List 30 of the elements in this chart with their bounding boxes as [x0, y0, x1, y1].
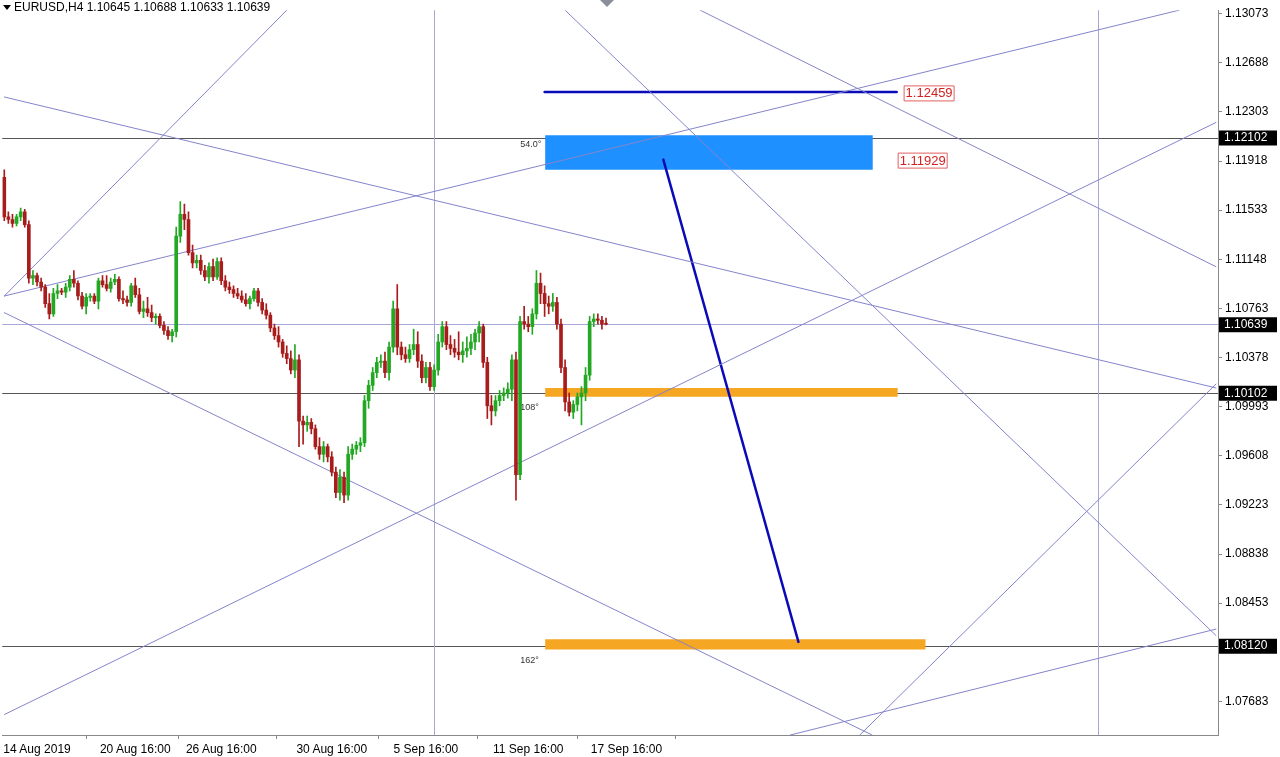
band-label: 162°: [520, 654, 540, 665]
y-tick-label: 1.11918: [1225, 153, 1268, 168]
ref-line-label: 1.08120: [1224, 638, 1268, 653]
annotation: 1.11929: [899, 152, 946, 168]
x-tick-label: 14 Aug 2019: [3, 741, 72, 756]
y-tick-label: 1.11533: [1225, 202, 1268, 217]
y-tick-label: 1.10378: [1225, 349, 1269, 364]
x-tick-label: 5 Sep 16:00: [393, 741, 459, 756]
y-tick-label: 1.07683: [1225, 693, 1269, 708]
y-tick-label: 1.10763: [1225, 300, 1269, 315]
y-tick-label: 1.12688: [1225, 55, 1269, 70]
y-tick-label: 1.09993: [1225, 398, 1269, 413]
x-tick-label: 26 Aug 16:00: [185, 741, 257, 756]
x-tick-label: 11 Sep 16:00: [492, 741, 564, 756]
y-tick-label: 1.09223: [1225, 497, 1269, 512]
y-tick-label: 1.12303: [1225, 104, 1269, 119]
ref-line-label: 1.10102: [1224, 385, 1268, 400]
y-tick-label: 1.08453: [1225, 595, 1269, 610]
ref-line-label: 1.12102: [1224, 130, 1268, 145]
y-tick-label: 1.08838: [1225, 546, 1269, 561]
band-label: 54.0°: [520, 138, 542, 149]
ref-line-label: 1.10639: [1224, 317, 1268, 332]
y-tick-label: 1.11148: [1225, 251, 1267, 266]
x-tick-label: 17 Sep 16:00: [590, 741, 663, 756]
chart-title: EURUSD,H4 1.10645 1.10688 1.10633 1.10639: [14, 0, 271, 14]
x-tick-label: 30 Aug 16:00: [296, 741, 368, 756]
y-tick-label: 1.09608: [1225, 448, 1269, 463]
x-tick-label: 20 Aug 16:00: [99, 741, 171, 756]
y-tick-label: 1.13073: [1225, 5, 1269, 20]
annotation: 1.12459: [905, 85, 953, 101]
